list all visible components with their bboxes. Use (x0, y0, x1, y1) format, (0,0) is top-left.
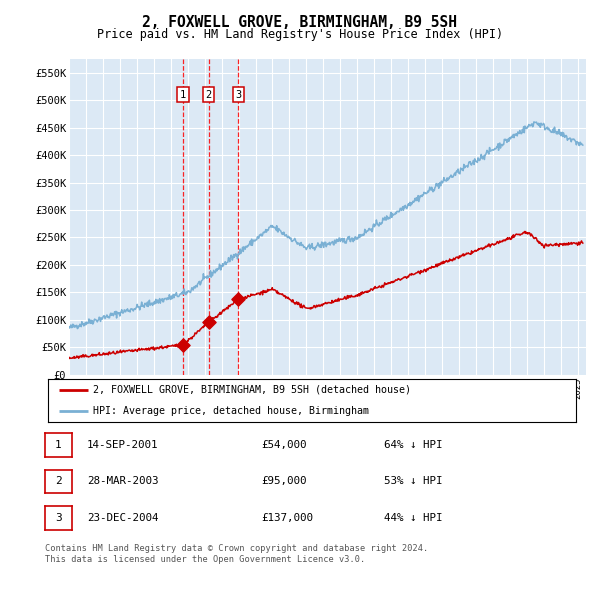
Text: £137,000: £137,000 (261, 513, 313, 523)
Text: 3: 3 (55, 513, 62, 523)
Text: 1: 1 (55, 440, 62, 450)
Text: 2: 2 (55, 477, 62, 486)
Text: HPI: Average price, detached house, Birmingham: HPI: Average price, detached house, Birm… (93, 407, 369, 416)
Text: 2: 2 (206, 90, 212, 100)
Text: 2, FOXWELL GROVE, BIRMINGHAM, B9 5SH: 2, FOXWELL GROVE, BIRMINGHAM, B9 5SH (143, 15, 458, 30)
Point (204, 318, 214, 327)
Text: 3: 3 (235, 90, 241, 100)
Point (233, 295, 243, 304)
Text: This data is licensed under the Open Government Licence v3.0.: This data is licensed under the Open Gov… (45, 555, 365, 564)
Text: 14-SEP-2001: 14-SEP-2001 (87, 440, 158, 450)
Text: 44% ↓ HPI: 44% ↓ HPI (384, 513, 443, 523)
Text: Contains HM Land Registry data © Crown copyright and database right 2024.: Contains HM Land Registry data © Crown c… (45, 545, 428, 553)
Text: £95,000: £95,000 (261, 477, 307, 486)
Text: 53% ↓ HPI: 53% ↓ HPI (384, 477, 443, 486)
Text: 23-DEC-2004: 23-DEC-2004 (87, 513, 158, 523)
Text: 28-MAR-2003: 28-MAR-2003 (87, 477, 158, 486)
Point (178, 340, 188, 350)
Text: 2, FOXWELL GROVE, BIRMINGHAM, B9 5SH (detached house): 2, FOXWELL GROVE, BIRMINGHAM, B9 5SH (de… (93, 385, 411, 395)
Text: Price paid vs. HM Land Registry's House Price Index (HPI): Price paid vs. HM Land Registry's House … (97, 28, 503, 41)
Text: £54,000: £54,000 (261, 440, 307, 450)
Text: 64% ↓ HPI: 64% ↓ HPI (384, 440, 443, 450)
Text: 1: 1 (179, 90, 186, 100)
